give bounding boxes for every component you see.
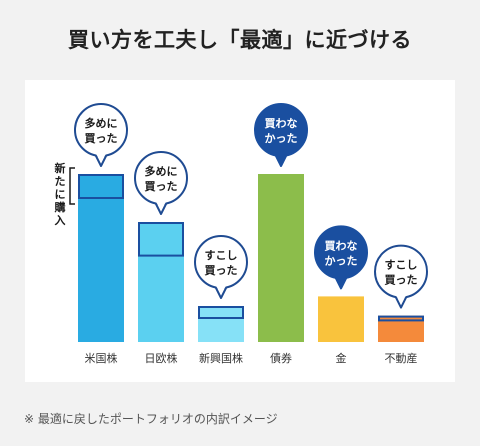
bracket-label-char: た bbox=[55, 175, 66, 188]
new-purchase-box-6 bbox=[378, 315, 424, 322]
bar-5 bbox=[318, 296, 364, 342]
callout-text-6-line2: 買った bbox=[385, 274, 418, 287]
footnote: ※ 最適に戻したポートフォリオの内訳イメージ bbox=[24, 412, 278, 426]
bar-4 bbox=[258, 174, 304, 342]
callout-text-1-line1: 多めに bbox=[85, 116, 118, 130]
bracket-label-char: 入 bbox=[55, 214, 66, 227]
bar-3 bbox=[198, 306, 244, 342]
new-purchase-box-1 bbox=[78, 174, 124, 199]
callout-text-2-line2: 買った bbox=[145, 180, 178, 193]
bracket-label-char: 購 bbox=[54, 200, 66, 214]
callout-text-5-line1: 買わな bbox=[325, 239, 358, 252]
callout-text-2-line1: 多めに bbox=[145, 164, 178, 178]
bar-2 bbox=[138, 222, 184, 342]
chart-panel: 米国株 日欧株 新興国株 債券金不動産 新たに購入 多めに 買った 多めに 買った すこし 買っ… bbox=[25, 80, 455, 382]
category-label-3: 新興国株 bbox=[199, 351, 243, 365]
category-label-6: 不動産 bbox=[385, 351, 418, 365]
category-label-2: 日欧株 bbox=[145, 351, 178, 365]
callout-text-3-line1: すこし bbox=[205, 249, 238, 262]
category-label-4: 債券 bbox=[270, 351, 292, 365]
bar-chart: 米国株 日欧株 新興国株 債券金不動産 新たに購入 多めに買った多めに買ったすこし買っ… bbox=[54, 103, 428, 365]
callout-text-6-line1: すこし bbox=[385, 259, 418, 272]
bracket-label-char: に bbox=[55, 188, 66, 201]
callout-text-4-line2: かった bbox=[265, 132, 298, 145]
callout-text-1-line2: 買った bbox=[85, 132, 118, 145]
callout-text-4-line1: 買わな bbox=[265, 117, 298, 130]
category-label-5: 金 bbox=[336, 351, 347, 365]
bar-1 bbox=[78, 174, 124, 342]
callout-text-5-line2: かった bbox=[325, 254, 358, 267]
new-purchase-box-3 bbox=[198, 306, 244, 319]
new-purchase-box-2 bbox=[138, 222, 184, 257]
bracket-label-char: 新 bbox=[55, 161, 66, 175]
category-label-1: 米国株 bbox=[85, 351, 118, 365]
chart-title: 買い方を工夫し「最適」に近づける bbox=[68, 28, 412, 52]
new-purchase-bracket bbox=[69, 167, 75, 205]
callout-text-3-line2: 買った bbox=[205, 264, 238, 277]
